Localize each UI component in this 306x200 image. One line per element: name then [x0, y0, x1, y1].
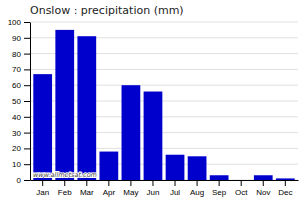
y-axis: 0 10 20 30 40 50 60 70 80 90 100	[8, 18, 31, 185]
x-tick: Sep	[212, 180, 227, 197]
y-axis-line	[30, 23, 31, 181]
y-tick: 10	[12, 160, 30, 169]
y-tick-label: 30	[12, 129, 21, 138]
x-tick-label: Jul	[170, 188, 180, 197]
y-tick: 30	[12, 129, 30, 138]
x-tick: Dec	[278, 180, 292, 197]
bars	[33, 30, 294, 180]
bar	[33, 74, 52, 180]
y-tick: 100	[8, 18, 30, 27]
x-tick-label: Nov	[256, 188, 270, 197]
x-axis: Jan Feb Mar Apr May Jun Jul Aug Sep Oct Nov Dec	[31, 180, 299, 197]
y-tick-label: 90	[12, 34, 21, 43]
y-tick-mark	[24, 69, 30, 70]
title: Onslow : precipitation (mm)	[30, 4, 184, 17]
x-tick-label: Sep	[212, 188, 227, 197]
y-tick-mark	[24, 117, 30, 118]
x-tick-mark	[263, 180, 264, 186]
y-tick-mark	[24, 85, 30, 86]
x-tick-label: Apr	[103, 188, 116, 197]
x-tick-label: Jun	[147, 188, 160, 197]
x-tick: May	[123, 180, 138, 197]
y-tick-label: 70	[12, 65, 21, 74]
bar	[122, 85, 141, 180]
x-tick: Mar	[80, 180, 94, 197]
x-tick: Apr	[103, 180, 116, 197]
x-tick: Jun	[147, 180, 160, 197]
y-tick-label: 10	[12, 160, 21, 169]
bar	[77, 36, 96, 180]
x-tick-label: Feb	[58, 188, 72, 197]
x-tick-label: Jan	[36, 188, 49, 197]
grid-line	[30, 22, 298, 23]
chart: 0 10 20 30 40 50 60 70 80 90 100 Jan Feb Mar Apr May Jun…	[0, 0, 306, 200]
x-tick-mark	[42, 180, 43, 186]
x-tick-mark	[86, 180, 87, 186]
bar	[55, 30, 74, 180]
x-tick-label: Dec	[278, 188, 292, 197]
x-tick: Jul	[170, 180, 180, 197]
bar	[99, 152, 118, 180]
y-tick: 70	[12, 65, 30, 74]
y-tick-label: 0	[17, 176, 22, 185]
y-tick-mark	[24, 133, 30, 134]
y-tick-mark	[24, 164, 30, 165]
x-tick-mark	[108, 180, 109, 186]
x-tick-label: Mar	[80, 188, 94, 197]
x-axis-line	[31, 180, 299, 181]
y-tick-label: 40	[12, 113, 21, 122]
x-tick-mark	[152, 180, 153, 186]
grid	[30, 22, 298, 180]
bar	[276, 178, 295, 180]
x-tick: Jan	[36, 180, 49, 197]
y-tick: 60	[12, 81, 30, 90]
x-tick-label: Oct	[235, 188, 248, 197]
plot-area: 0 10 20 30 40 50 60 70 80 90 100 Jan Feb Mar Apr May Jun…	[8, 18, 299, 197]
y-tick-mark	[24, 54, 30, 55]
y-tick: 20	[12, 144, 30, 153]
y-tick: 0	[17, 176, 30, 185]
x-tick-mark	[219, 180, 220, 186]
bar	[144, 92, 163, 180]
x-tick-label: May	[123, 188, 138, 197]
y-tick: 80	[12, 50, 30, 59]
y-tick: 50	[12, 97, 30, 106]
x-tick-mark	[197, 180, 198, 186]
x-tick-mark	[64, 180, 65, 186]
bar	[188, 156, 207, 180]
y-tick-mark	[24, 22, 30, 23]
bar	[254, 175, 273, 180]
x-tick-mark	[241, 180, 242, 186]
y-tick: 90	[12, 34, 30, 43]
x-tick: Nov	[256, 180, 270, 197]
x-tick-mark	[175, 180, 176, 186]
y-tick-label: 50	[12, 97, 21, 106]
x-tick-mark	[130, 180, 131, 186]
y-tick-label: 60	[12, 81, 21, 90]
y-tick-label: 20	[12, 144, 21, 153]
y-tick-label: 100	[8, 18, 22, 27]
x-tick: Oct	[235, 180, 248, 197]
y-tick-mark	[24, 38, 30, 39]
x-tick: Feb	[58, 180, 72, 197]
x-tick-label: Aug	[190, 188, 204, 197]
bar	[166, 155, 185, 180]
y-tick-label: 80	[12, 50, 21, 59]
bar	[210, 175, 229, 180]
y-tick-mark	[24, 101, 30, 102]
watermark: www.allmetsat.com	[33, 171, 97, 179]
y-tick: 40	[12, 113, 30, 122]
bar	[232, 180, 251, 181]
x-tick: Aug	[190, 180, 204, 197]
y-tick-mark	[24, 148, 30, 149]
y-tick-mark	[24, 180, 30, 181]
x-tick-mark	[285, 180, 286, 186]
